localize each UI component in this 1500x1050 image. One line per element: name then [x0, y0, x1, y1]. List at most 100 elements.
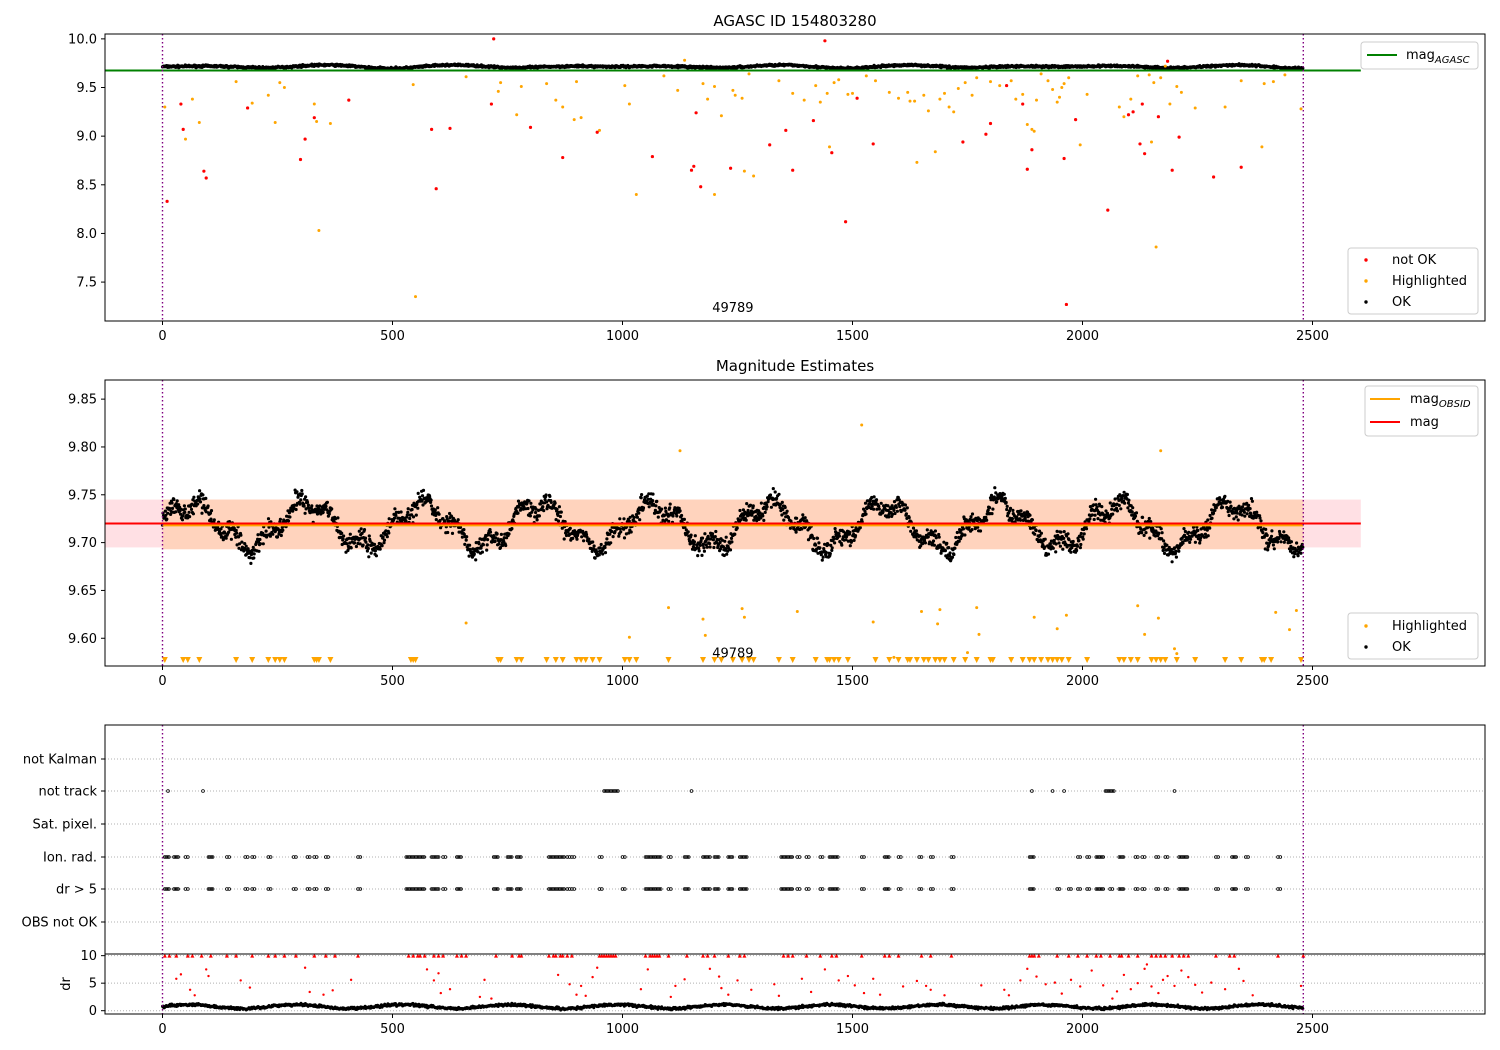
ok-point: [1210, 516, 1214, 520]
ok-point: [257, 549, 261, 553]
not-ok-point: [1021, 102, 1025, 106]
ok-point: [1161, 548, 1165, 553]
ok-point: [1133, 514, 1138, 518]
ok-point: [1203, 532, 1207, 536]
ok-point: [434, 518, 438, 522]
highlighted-point: [1021, 92, 1025, 96]
ok-point: [224, 536, 228, 540]
ok-point: [200, 511, 204, 515]
highlighted-point: [851, 91, 854, 95]
not-ok-point: [1005, 83, 1009, 88]
ok-point: [1240, 505, 1245, 509]
not-ok-point: [692, 164, 696, 168]
ok-point: [1236, 518, 1240, 522]
plot1-xtick-label: 1000: [606, 329, 639, 344]
ok-point: [768, 493, 773, 497]
ok-point: [603, 545, 607, 550]
plot2-title: Magnitude Estimates: [716, 357, 874, 375]
ok-point: [1067, 538, 1071, 542]
ok-point: [1162, 539, 1166, 543]
ok-point: [795, 516, 799, 520]
ok-point: [302, 504, 306, 508]
ok-point: [788, 526, 793, 530]
highlighted-point: [1175, 85, 1179, 89]
ok-point: [209, 509, 214, 513]
ok-point: [1058, 544, 1062, 548]
ok-point: [1115, 509, 1119, 513]
not-ok-point: [855, 96, 859, 100]
ok-point: [610, 529, 614, 534]
ok-point: [553, 501, 557, 505]
ok-point: [175, 499, 179, 503]
ok-point: [1055, 529, 1059, 534]
ok-point: [1220, 505, 1225, 509]
ok-point: [703, 532, 707, 536]
ok-point: [812, 536, 816, 541]
highlighted-point: [897, 96, 900, 100]
ok-point: [619, 530, 623, 534]
ok-point: [281, 528, 285, 532]
ok-point: [663, 506, 668, 510]
highlighted-point: [282, 86, 286, 90]
ok-point: [1130, 510, 1134, 514]
ok-point: [1160, 531, 1164, 535]
ok-point: [507, 532, 511, 536]
ok-point: [582, 539, 586, 543]
highlighted-point: [938, 97, 942, 101]
not-ok-point: [1140, 102, 1144, 106]
ok-point: [414, 513, 418, 517]
ok-point: [366, 546, 370, 551]
ok-point: [202, 504, 206, 508]
ok-point: [1177, 549, 1181, 553]
ok-point: [408, 516, 412, 521]
ok-point: [593, 556, 597, 560]
highlighted-point: [922, 93, 926, 97]
ok-point: [559, 510, 563, 514]
ok-point: [637, 511, 641, 515]
ok-point: [1102, 513, 1106, 517]
ok-point: [833, 527, 837, 531]
highlighted-point: [623, 84, 627, 88]
plot1-xtick-label: 1500: [836, 329, 869, 344]
ok-point: [571, 536, 575, 541]
ok-point: [954, 535, 958, 540]
ok-point: [526, 506, 530, 511]
not-ok-point: [871, 142, 875, 146]
ok-point: [300, 488, 304, 493]
ok-point: [1131, 506, 1135, 510]
ok-point: [988, 506, 992, 510]
highlighted-point: [908, 99, 912, 103]
ok-point: [474, 558, 478, 562]
ok-point: [914, 529, 919, 533]
ok-point: [198, 489, 202, 493]
ok-point: [592, 544, 596, 548]
ok-point: [1043, 537, 1047, 541]
ok-point: [182, 504, 186, 508]
highlighted-point: [414, 295, 417, 299]
ok-point: [261, 542, 265, 546]
ok-point: [535, 518, 539, 522]
not-ok-point: [823, 39, 827, 43]
ok-point: [603, 551, 608, 555]
ok-point: [952, 552, 956, 557]
ok-point: [1295, 541, 1299, 545]
ok-point: [1100, 505, 1104, 509]
highlighted-point: [742, 169, 746, 173]
ok-point: [894, 505, 899, 509]
highlighted-point: [956, 86, 960, 90]
ok-point: [909, 529, 913, 533]
ok-point: [761, 514, 765, 518]
ok-point: [783, 505, 787, 510]
ok-point: [759, 501, 764, 505]
ok-point: [304, 495, 308, 499]
ok-point: [1147, 516, 1151, 521]
ok-point: [212, 518, 216, 522]
ok-point: [1228, 500, 1232, 504]
ok-point: [931, 539, 936, 543]
ok-point: [1095, 505, 1099, 509]
ok-point: [955, 530, 959, 535]
ok-point: [480, 550, 484, 554]
ok-point: [803, 516, 807, 520]
highlighted-point: [989, 80, 992, 84]
ok-point: [264, 529, 268, 533]
